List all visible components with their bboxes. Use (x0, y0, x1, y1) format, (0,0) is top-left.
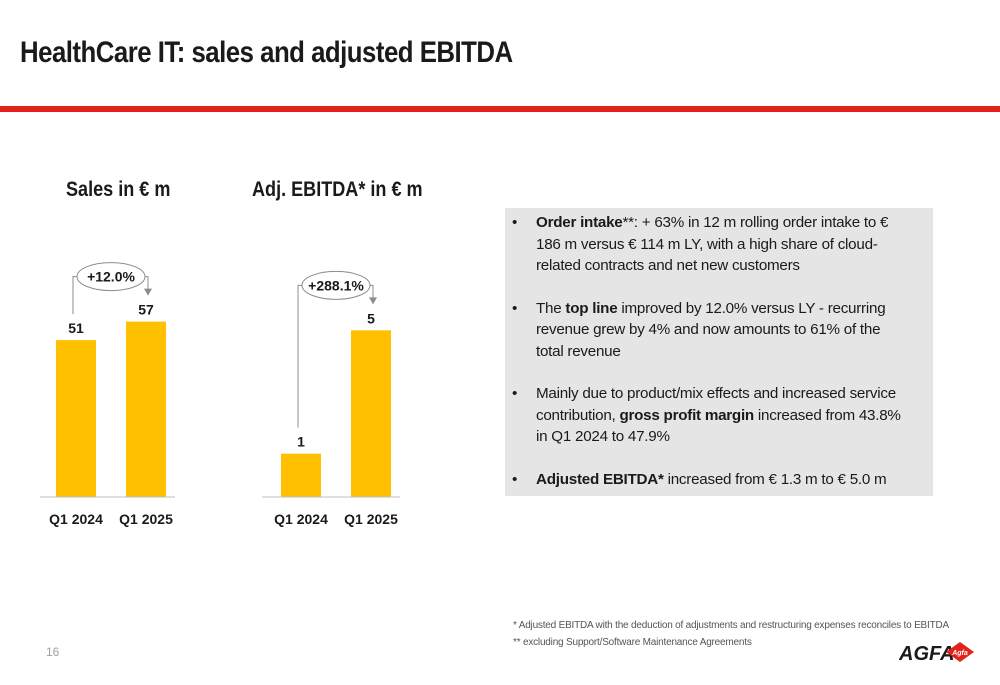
page-number: 16 (46, 645, 60, 659)
sales-growth-bubble (76, 262, 146, 292)
ebitda-bar (351, 330, 391, 497)
ebitda-chart-title: Adj. EBITDA* in € m (252, 178, 423, 201)
bullet-text: gross profit margin (619, 406, 754, 424)
sales-value-label: 57 (138, 302, 154, 318)
bullet-dot: • (512, 214, 518, 231)
bullet-text: **: + 63% in 12 m rolling order intake t… (536, 214, 889, 274)
bullet-dot: • (512, 470, 518, 488)
bullet-item: • Mainly due to product/mix effects and i… (505, 383, 933, 448)
ebitda-category-label: Q1 2025 (344, 511, 398, 527)
footnote-ebitda: * Adjusted EBITDA with the deduction of … (513, 620, 949, 631)
ebitda-growth-arrow (369, 297, 377, 305)
bullet-item: • The top line improved by 12.0% versus L… (505, 298, 933, 363)
title-divider (0, 106, 1000, 112)
bullet-item: • Adjusted EBITDA* increased from € 1.3 m… (505, 469, 933, 491)
sales-chart-title: Sales in € m (66, 178, 171, 201)
ebitda-growth-bubble (301, 270, 371, 300)
bullet-text: increased from € 1.3 m to € 5.0 m (663, 470, 887, 488)
sales-growth-label: +12.0% (87, 269, 135, 285)
bullet-dot: • (512, 299, 518, 317)
sales-bar (56, 340, 96, 497)
ebitda-value-label: 5 (367, 310, 375, 326)
sales-growth-arrow (144, 288, 152, 296)
commentary-list: • Order intake**: + 63% in 12 m rolling o… (505, 212, 933, 511)
bullet-text: The (536, 299, 566, 317)
logo-badge: Agfa (951, 650, 968, 657)
ebitda-bar (281, 453, 321, 497)
bullet-text: increased from 43.8% in Q1 2024 to 47.9% (536, 406, 901, 446)
sales-category-label: Q1 2024 (49, 511, 103, 527)
sales-value-label: 51 (68, 320, 84, 336)
page-title: HealthCare IT: sales and adjusted EBITDA (20, 36, 513, 69)
ebitda-value-label: 1 (297, 434, 305, 450)
footnote-order-intake: ** excluding Support/Software Maintenanc… (513, 637, 752, 648)
commentary-box: • Order intake**: + 63% in 12 m rolling o… (505, 208, 933, 496)
sales-category-label: Q1 2025 (119, 511, 173, 527)
bullet-dot: • (512, 385, 518, 402)
bullet-text: Adjusted EBITDA* (536, 470, 664, 488)
sales-bar (126, 321, 166, 497)
ebitda-category-label: Q1 2024 (274, 511, 328, 527)
bullet-text: improved by 12.0% versus LY - recurring … (536, 299, 886, 360)
ebitda-growth-label: +288.1% (308, 277, 364, 293)
bullet-text: Mainly due to product/mix effects and in… (536, 385, 896, 424)
bullet-item: • Order intake**: + 63% in 12 m rolling o… (505, 212, 933, 277)
bullet-text: Order intake (536, 214, 623, 231)
logo-text: AGFA (899, 643, 955, 665)
agfa-logo: AGFA Agfa (898, 637, 977, 672)
bullet-text: top line (565, 299, 618, 317)
